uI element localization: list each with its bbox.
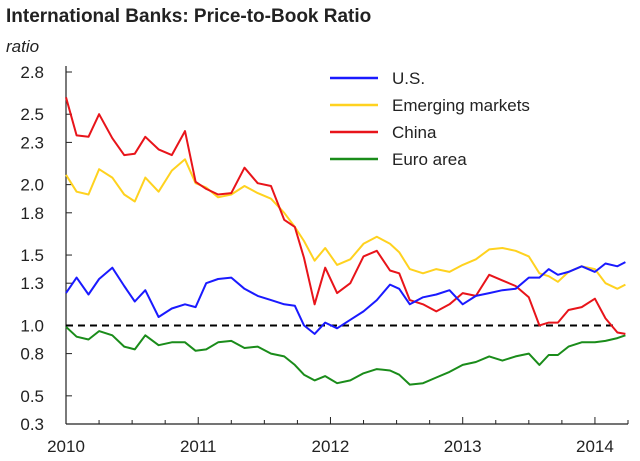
- y-tick-label: 2.5: [20, 105, 44, 124]
- series-line-emerging-markets: [65, 158, 626, 290]
- legend-label-emerging-markets: Emerging markets: [392, 96, 530, 115]
- y-tick-label: 0.3: [20, 415, 44, 434]
- legend-label-euro-area: Euro area: [392, 150, 467, 169]
- series-lines: [65, 97, 626, 386]
- y-tick-label: 2.0: [20, 176, 44, 195]
- x-tick-label: 2010: [47, 437, 85, 456]
- x-tick-label: 2013: [444, 437, 482, 456]
- series-line-u-s: [65, 261, 626, 335]
- y-tick-label: 1.8: [20, 204, 44, 223]
- y-axis-unit-label: ratio: [6, 37, 39, 56]
- y-tick-label: 2.3: [20, 133, 44, 152]
- y-tick-label: 1.0: [20, 316, 44, 335]
- legend: U.S. Emerging markets China Euro area: [330, 69, 530, 169]
- x-axis-ticks: 2010 2011 2012 2013 2014: [47, 417, 629, 456]
- y-tick-label: 0.5: [20, 387, 44, 406]
- y-tick-label: 2.8: [20, 63, 44, 82]
- axes: [65, 66, 628, 425]
- series-line-china: [65, 97, 626, 335]
- series-line-euro-area: [65, 326, 626, 386]
- chart-title: International Banks: Price-to-Book Ratio: [6, 6, 371, 27]
- legend-label-u-s: U.S.: [392, 69, 425, 88]
- y-tick-label: 1.5: [20, 246, 44, 265]
- legend-label-china: China: [392, 123, 437, 142]
- y-axis-ticks: 0.3 0.5 0.8 1.0 1.3 1.5 1.8 2.0 2.3 2.5 2.8: [20, 63, 72, 434]
- x-tick-label: 2011: [180, 437, 217, 456]
- y-tick-label: 1.3: [20, 274, 44, 293]
- x-tick-label: 2014: [576, 437, 614, 456]
- y-tick-label: 0.8: [20, 345, 44, 364]
- x-tick-label: 2012: [312, 437, 350, 456]
